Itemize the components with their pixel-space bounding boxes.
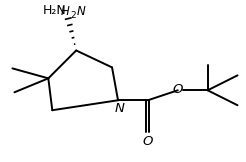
- Text: 2: 2: [70, 11, 76, 20]
- Text: N: N: [115, 102, 125, 115]
- Text: H: H: [60, 5, 69, 18]
- Text: O: O: [143, 135, 153, 148]
- Text: H₂N: H₂N: [43, 4, 66, 17]
- Text: O: O: [173, 83, 183, 96]
- Text: N: N: [76, 5, 85, 18]
